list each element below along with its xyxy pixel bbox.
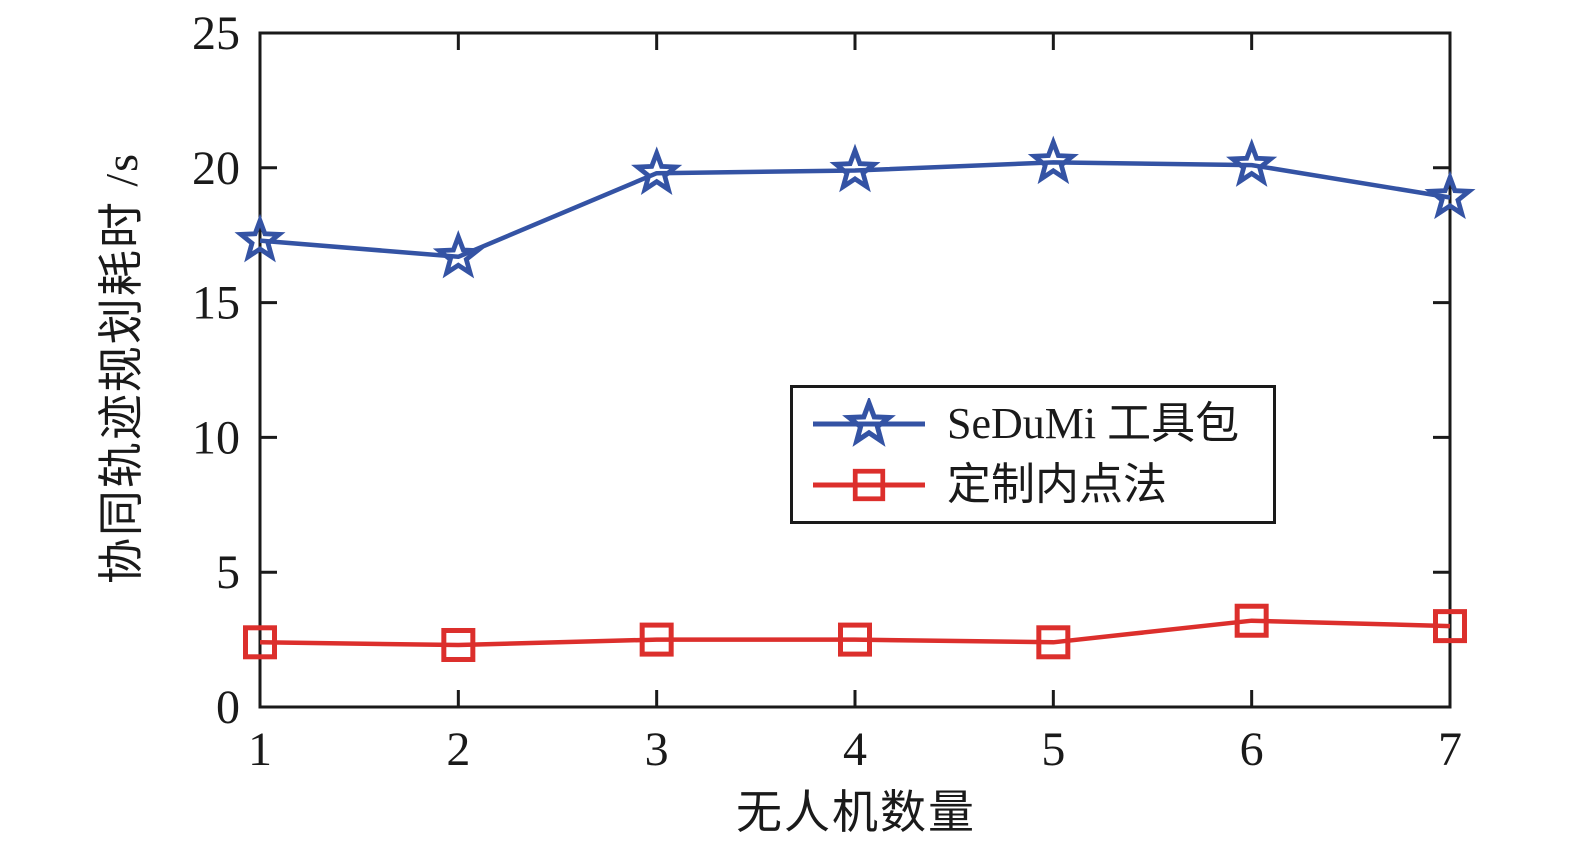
marker-square [1036,625,1071,660]
marker-square [1433,609,1467,644]
marker-square [1234,603,1269,638]
y-axis-label: 协同轨迹规划耗时 /s [96,151,147,585]
x-tick-label: 4 [843,723,867,776]
series-line-1 [259,618,1451,648]
y-tick-label: 20 [192,142,240,195]
marker-pentagram [631,146,683,195]
marker-square [243,625,277,660]
marker-square [639,622,674,657]
series-line-0 [259,160,1451,260]
legend-label-sedumi: SeDuMi 工具包 [947,398,1240,448]
marker-pentagram [1226,138,1278,187]
marker-pentagram [234,213,286,263]
pentagram-marker-icon [813,397,925,447]
y-tick-label: 25 [192,7,240,60]
x-tick-label: 1 [248,723,272,776]
legend-entry-sedumi: SeDuMi 工具包 [809,397,1273,450]
y-tick-label: 0 [216,681,240,734]
marker-square [838,622,872,657]
plot-frame [258,31,1452,709]
marker-pentagram [1424,170,1476,220]
marker-pentagram [432,229,484,279]
marker-square [441,627,476,662]
marker-square [852,469,886,502]
y-tick-label: 5 [216,546,240,599]
x-tick-label: 7 [1438,723,1462,776]
legend: SeDuMi 工具包 定制内点法 [790,385,1276,524]
marker-pentagram [842,397,896,447]
legend-entry-interior-point: 定制内点法 [809,459,1273,511]
y-tick-label: 10 [192,411,240,464]
legend-label-interior-point: 定制内点法 [947,460,1167,510]
marker-pentagram [829,143,881,193]
x-tick-label: 2 [446,723,470,776]
marker-pentagram [1027,135,1079,185]
x-tick-label: 5 [1041,723,1065,776]
x-tick-label: 6 [1240,723,1264,776]
square-marker-icon [813,469,925,502]
y-tick-label: 15 [192,277,240,330]
x-axis-label: 无人机数量 [736,787,976,838]
x-tick-label: 3 [645,723,669,776]
